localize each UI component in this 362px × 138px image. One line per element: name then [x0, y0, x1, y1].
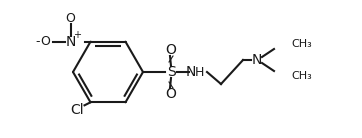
- Text: H: H: [194, 66, 204, 79]
- Text: O: O: [41, 35, 50, 48]
- Text: +: +: [73, 30, 81, 40]
- Text: O: O: [165, 43, 176, 57]
- Text: CH₃: CH₃: [291, 71, 312, 81]
- Text: O: O: [66, 12, 75, 25]
- Text: N: N: [252, 53, 262, 67]
- Text: S: S: [167, 65, 175, 79]
- Text: Cl: Cl: [71, 103, 84, 117]
- Text: CH₃: CH₃: [291, 39, 312, 49]
- Text: N: N: [186, 65, 196, 79]
- Text: -: -: [35, 35, 40, 48]
- Text: N: N: [65, 35, 76, 49]
- Text: O: O: [165, 87, 176, 101]
